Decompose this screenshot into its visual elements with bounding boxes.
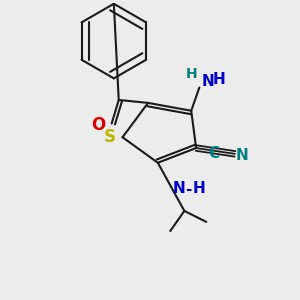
Text: H: H xyxy=(186,67,197,81)
Text: H: H xyxy=(213,72,226,87)
Text: O: O xyxy=(92,116,106,134)
Text: N: N xyxy=(236,148,248,163)
Text: H: H xyxy=(193,181,206,196)
Text: N: N xyxy=(173,181,186,196)
Text: -: - xyxy=(185,182,191,197)
Text: C: C xyxy=(208,146,219,161)
Text: N: N xyxy=(201,74,214,89)
Text: S: S xyxy=(103,128,116,146)
